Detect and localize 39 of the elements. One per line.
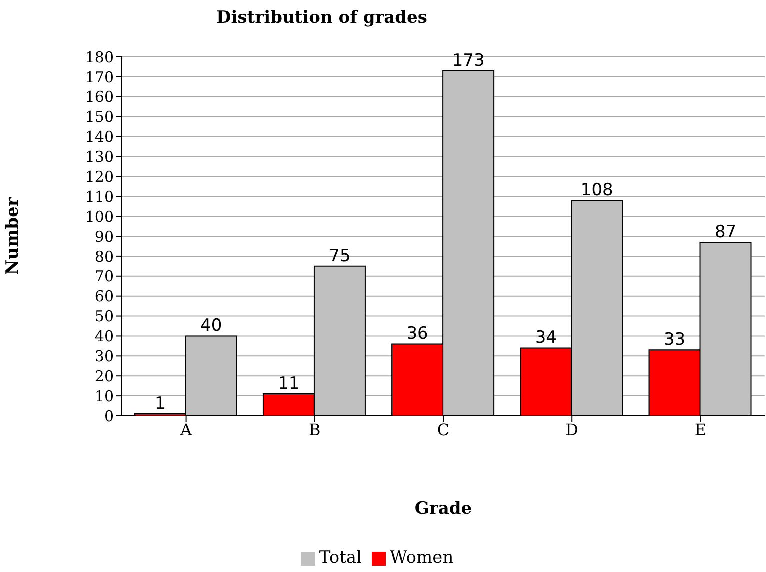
data-label: 40 xyxy=(200,316,222,336)
chart-title: Distribution of grades xyxy=(216,8,428,28)
y-tick-label: 50 xyxy=(94,308,114,326)
data-label: 36 xyxy=(406,324,428,344)
data-label: 1 xyxy=(154,394,166,414)
data-label: 87 xyxy=(714,222,737,242)
data-label: 33 xyxy=(664,330,686,350)
y-tick-label: 140 xyxy=(85,128,114,146)
y-tick-label: 180 xyxy=(85,48,114,66)
data-label: 34 xyxy=(535,328,557,348)
y-tick-label: 170 xyxy=(85,68,114,86)
y-axis-title: Number xyxy=(3,196,24,276)
legend-label: Women xyxy=(390,548,454,568)
y-tick-label: 120 xyxy=(85,168,114,186)
data-label: 75 xyxy=(329,246,351,266)
y-tick-label: 80 xyxy=(94,248,114,266)
data-label: 11 xyxy=(278,374,300,394)
x-tick-label: C xyxy=(437,420,450,440)
y-tick-label: 20 xyxy=(94,367,114,386)
y-tick-label: 130 xyxy=(85,148,114,166)
y-tick-label: 10 xyxy=(94,387,114,406)
x-tick-label: A xyxy=(180,420,193,440)
y-tick-label: 100 xyxy=(85,208,114,226)
x-tick-label: B xyxy=(309,420,321,440)
y-tick-label: 160 xyxy=(85,88,114,106)
y-tick-label: 90 xyxy=(94,228,114,246)
y-tick-label: 30 xyxy=(94,347,114,366)
y-tick-label: 70 xyxy=(94,268,114,286)
x-tick-label: D xyxy=(566,420,579,440)
legend-label: Total xyxy=(319,548,362,568)
y-tick-label: 40 xyxy=(94,328,114,346)
y-tick-label: 150 xyxy=(85,108,114,126)
y-tick-label: 110 xyxy=(85,188,114,206)
y-tick-label: 0 xyxy=(104,407,114,426)
y-tick-label: 60 xyxy=(94,288,114,306)
data-label: 173 xyxy=(452,50,485,71)
x-axis-title: Grade xyxy=(414,499,472,519)
data-label: 108 xyxy=(580,180,614,201)
x-tick-label: E xyxy=(694,420,707,440)
